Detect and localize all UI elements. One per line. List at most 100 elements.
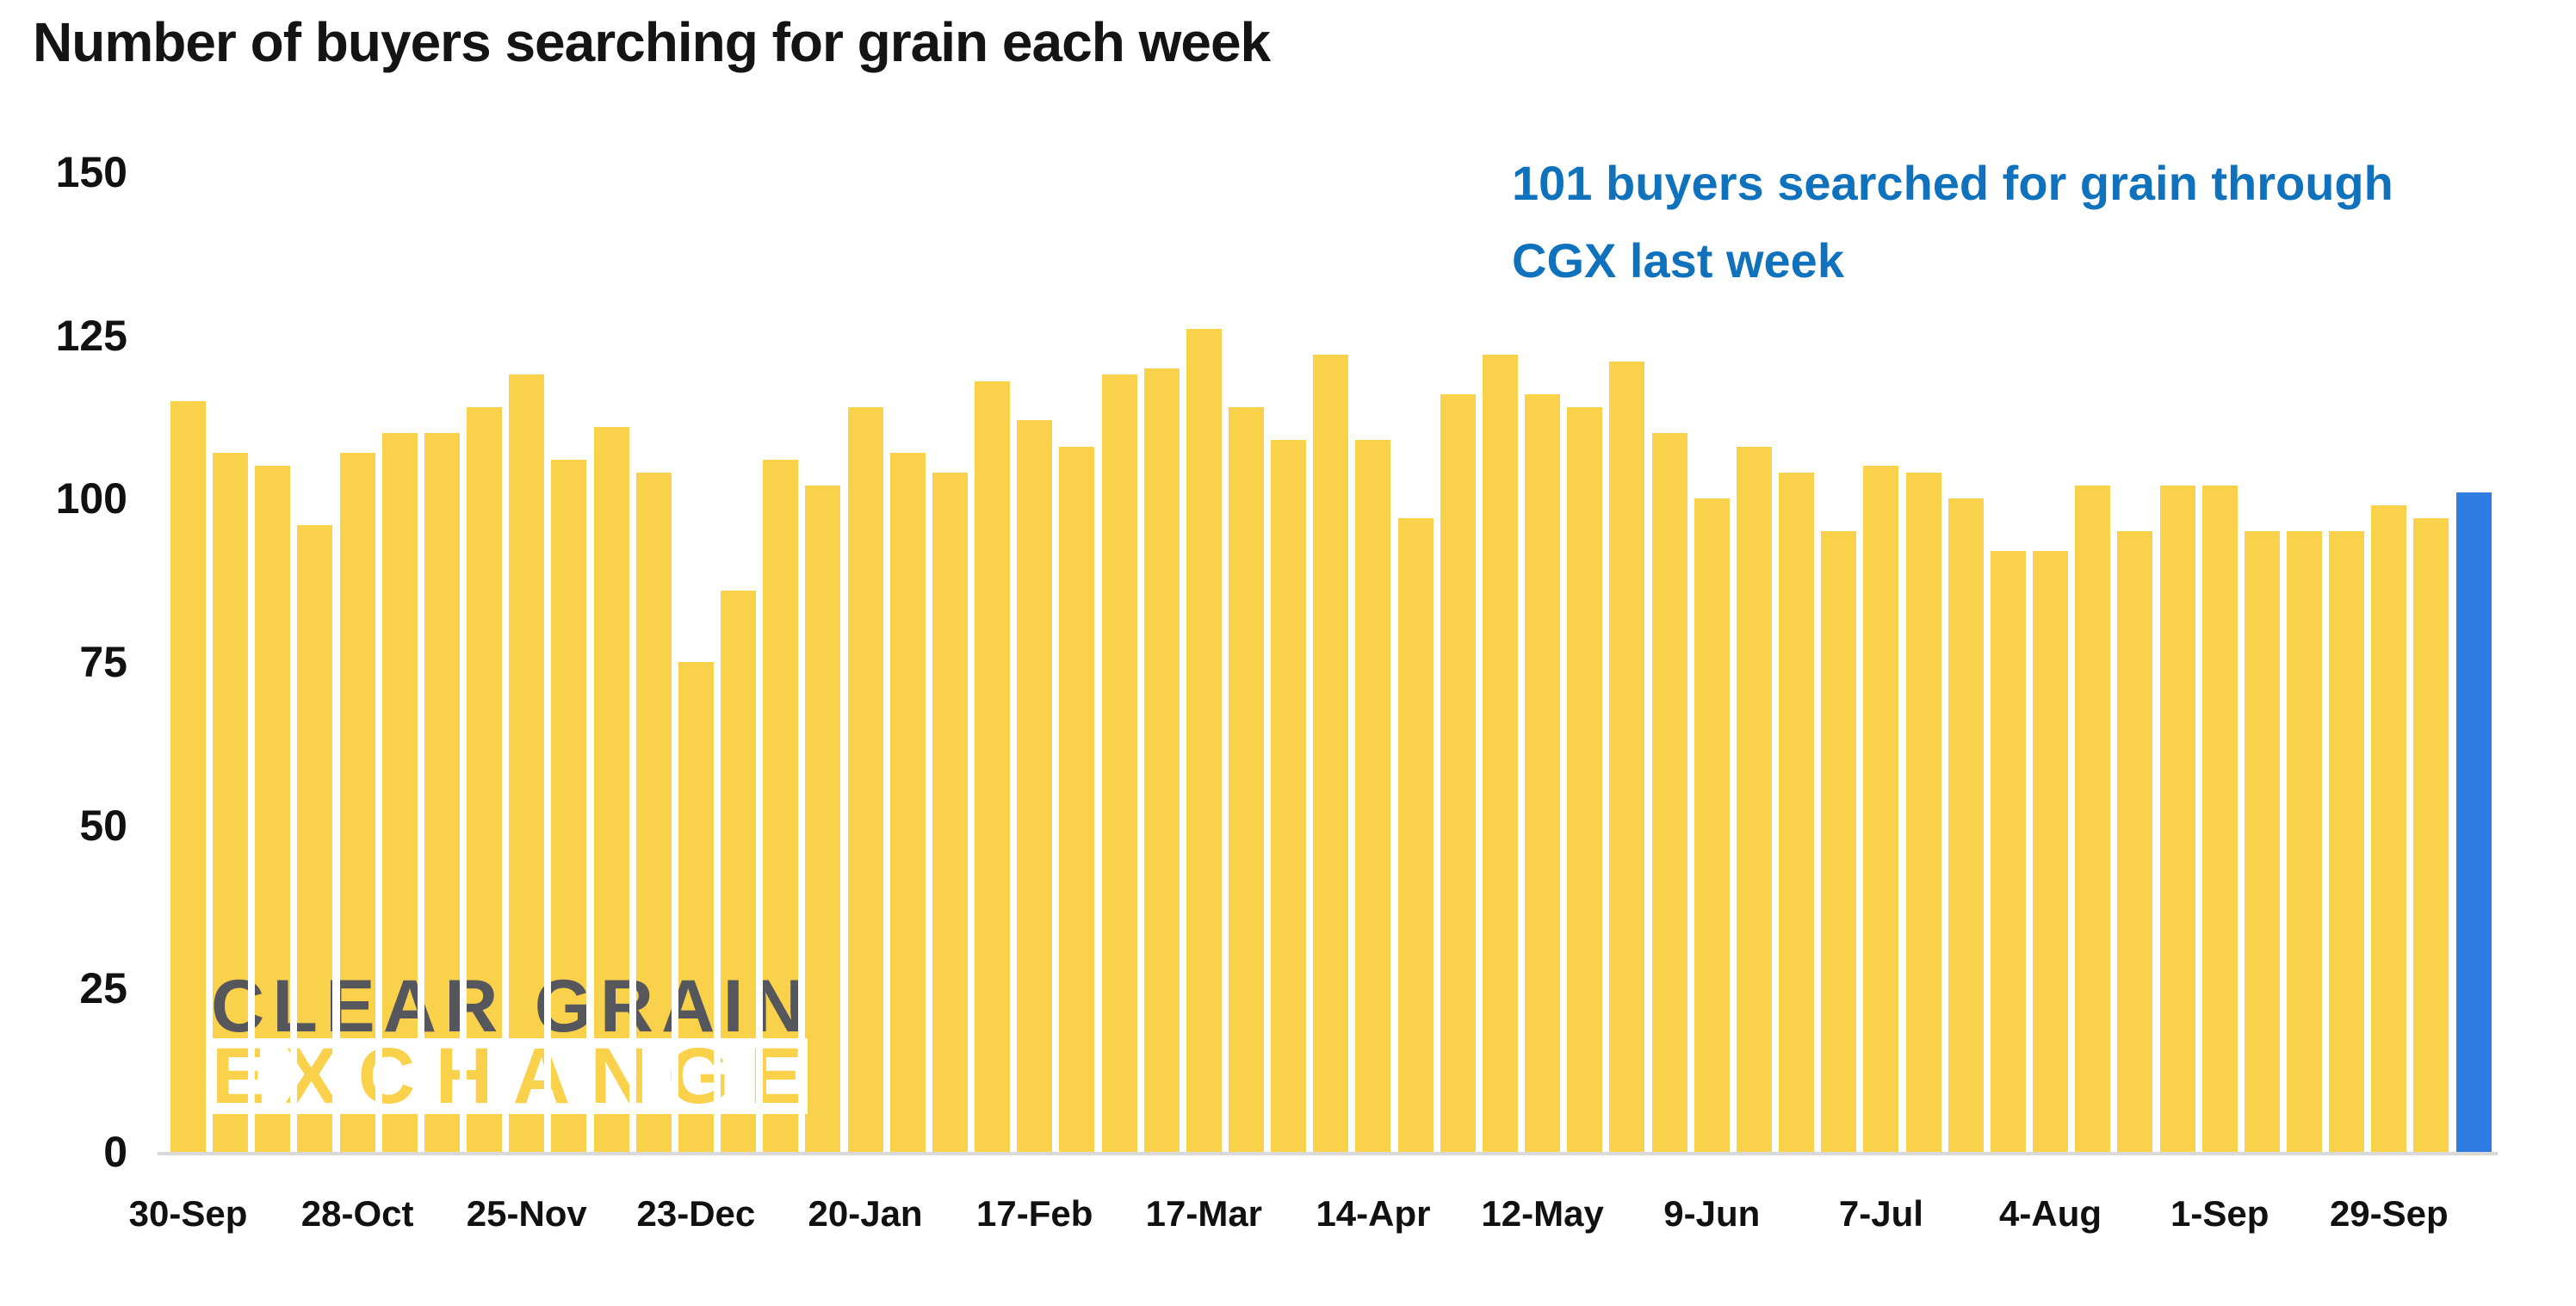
logo-letter: N [590,1032,648,1120]
bar [1186,329,1222,1152]
bar [1355,440,1390,1152]
bar-gap-stripe [417,969,424,1114]
bar [551,460,586,1152]
bar [1525,394,1560,1152]
bar-gap-stripe [375,969,382,1114]
bar [2160,486,2195,1152]
bar [2287,531,2322,1152]
bar [2371,505,2406,1152]
bar [509,374,544,1152]
x-tick-label: 14-Apr [1316,1193,1431,1234]
logo-letter: C [357,1032,416,1120]
bar [975,381,1010,1152]
bar-gap-stripe [544,969,552,1114]
bar [1398,518,1434,1152]
bar-gap-stripe [459,969,468,1114]
bar [467,407,502,1152]
bar [1229,407,1264,1152]
x-tick-label: 17-Mar [1145,1193,1263,1234]
bar-gap-stripe [756,969,764,1114]
bar [1948,498,1984,1152]
bar-gap-stripe [629,969,636,1114]
bar [213,453,248,1152]
bar [1821,531,1856,1152]
y-tick-label: 125 [55,311,127,360]
bar-gap-stripe [502,969,510,1114]
x-tick-label: 20-Jan [808,1193,923,1234]
bar [763,460,798,1152]
bar [2117,531,2152,1152]
bar [805,486,840,1152]
bar [2075,486,2110,1152]
bar-gap-stripe [586,969,594,1114]
x-tick-label: 1-Sep [2170,1193,2269,1234]
bar [1863,466,1898,1152]
bar [2202,486,2238,1152]
logo-letter: A [382,965,437,1048]
bar [1017,420,1052,1152]
bar [2413,518,2449,1152]
x-tick-label: 7-Jul [1838,1193,1923,1234]
y-tick-label: 75 [79,638,127,686]
x-axis-baseline [158,1152,2498,1155]
chart-title: Number of buyers searching for grain eac… [33,11,1271,73]
bar [1991,551,2026,1152]
bar [1102,374,1137,1152]
x-tick-label: 30-Sep [128,1193,248,1234]
annotation-callout: 101 buyers searched for grain through CG… [1512,145,2393,300]
bar-gap-stripe [671,969,678,1114]
bar [424,433,460,1152]
y-tick-label: 150 [55,148,127,196]
bar-gap-stripe [206,969,214,1114]
x-tick-label: 25-Nov [466,1193,587,1234]
bar [1059,447,1094,1152]
bar-gap-stripe [713,969,721,1114]
logo-letter: G [534,965,592,1048]
bar [1144,368,1180,1152]
bar [1313,355,1348,1152]
x-tick-label: 28-Oct [300,1193,414,1234]
bar-gap-stripe [290,969,298,1114]
x-tick-label: 9-Jun [1663,1193,1761,1234]
bar [594,427,629,1152]
bar-gap-stripe [248,969,256,1114]
bar [848,407,883,1152]
logo-letter: R [444,965,498,1048]
bar [340,453,375,1152]
logo-letter: A [661,965,715,1048]
bar-gap-stripe [798,969,806,1114]
logo-letter: I [722,965,744,1048]
x-tick-label: 4-Aug [1999,1193,2102,1234]
x-tick-label: 17-Feb [976,1193,1093,1234]
bar [1483,355,1518,1152]
highlight-bar [2456,492,2492,1152]
logo-letter: A [512,1032,571,1120]
y-tick-label: 0 [103,1128,127,1176]
bar [170,401,206,1152]
y-tick-label: 100 [55,474,127,523]
bar [890,453,926,1152]
annotation-line-2: CGX last week [1512,233,1844,288]
bar [1271,440,1306,1152]
bar [2245,531,2280,1152]
bar [1652,433,1687,1152]
bar [2329,531,2364,1152]
bar [1737,447,1772,1152]
bar [1779,473,1814,1152]
bar [255,466,290,1152]
x-tick-label: 12-May [1481,1193,1604,1234]
y-tick-label: 25 [79,964,127,1013]
logo-letter: C [211,965,265,1048]
bar [932,473,968,1152]
logo-letter: E [212,1032,265,1120]
y-tick-label: 50 [79,801,127,850]
x-tick-label: 29-Sep [2329,1193,2449,1234]
bar [1694,498,1730,1152]
bar [1440,394,1476,1152]
logo-letter: R [599,965,654,1048]
bar [1906,473,1941,1152]
bar [2033,551,2068,1152]
bar [1609,362,1644,1152]
